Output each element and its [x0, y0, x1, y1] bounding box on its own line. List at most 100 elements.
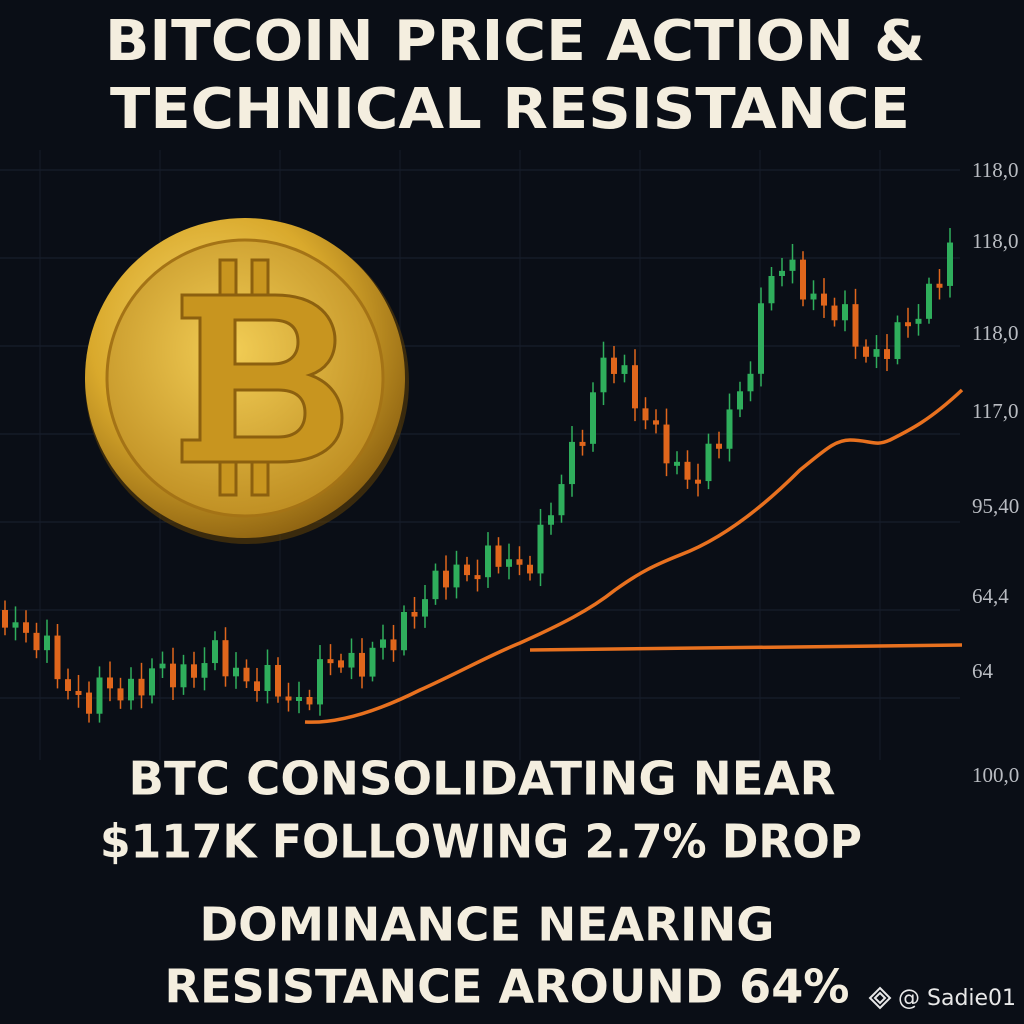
- candle-body: [65, 679, 71, 691]
- candle-body: [44, 635, 50, 651]
- candle-body: [726, 409, 733, 449]
- candle-body: [317, 659, 323, 705]
- candle-body: [926, 283, 932, 319]
- candle-body: [506, 559, 512, 567]
- candle-body: [915, 318, 922, 324]
- candle-body: [2, 610, 8, 628]
- candle-body: [380, 639, 386, 648]
- axis-label: 118,0: [972, 158, 1018, 182]
- candle-body: [180, 664, 187, 688]
- title-line: BITCOIN PRICE ACTION &: [105, 9, 925, 74]
- candle-body: [443, 570, 449, 588]
- candle-body: [149, 668, 155, 696]
- candle-body: [432, 570, 439, 600]
- candle-body: [117, 688, 124, 701]
- candle-body: [705, 443, 712, 482]
- candle-body: [548, 515, 554, 525]
- candle-body: [191, 664, 197, 678]
- candle-body: [495, 545, 502, 567]
- trend-line: [304, 388, 964, 724]
- candle-body: [852, 304, 859, 347]
- candle-body: [128, 678, 134, 701]
- candle-body: [653, 420, 659, 425]
- candle-body: [642, 408, 649, 421]
- candle-body: [527, 564, 533, 574]
- candle-body: [411, 611, 418, 617]
- candle-body: [674, 461, 680, 466]
- candle-body: [285, 696, 292, 701]
- axis-label: 95,40: [972, 494, 1019, 518]
- candle-body: [558, 484, 565, 516]
- headline-line: $117K FOLLOWING 2.7% DROP: [100, 815, 862, 869]
- candlesticks: [2, 228, 953, 723]
- candle-body: [464, 564, 470, 576]
- candle-body: [863, 346, 869, 357]
- candle-body: [936, 283, 943, 288]
- candle-body: [884, 349, 890, 359]
- candle-body: [747, 373, 754, 392]
- candle-body: [338, 660, 344, 668]
- candle-body: [264, 664, 271, 692]
- candle-body: [212, 640, 218, 664]
- candle-body: [23, 622, 29, 633]
- candle-body: [233, 667, 239, 677]
- candle-body: [716, 443, 722, 449]
- watermark: @ Sadie01: [898, 986, 1016, 1011]
- candle-body: [33, 632, 40, 651]
- candle-body: [222, 640, 229, 677]
- candle-body: [86, 692, 92, 714]
- subheadline-line: RESISTANCE AROUND 64%: [165, 960, 850, 1014]
- axis-label: 118,0: [972, 321, 1018, 345]
- candle-body: [296, 696, 302, 701]
- candle-body: [107, 677, 113, 689]
- candle-body: [905, 322, 911, 327]
- candle-body: [243, 667, 250, 682]
- headline-line: BTC CONSOLIDATING NEAR: [129, 752, 836, 806]
- candle-body: [453, 564, 460, 588]
- candle-body: [611, 357, 617, 374]
- axis-label: 117,0: [972, 399, 1018, 423]
- candle-body: [842, 304, 848, 321]
- candle-body: [894, 322, 901, 359]
- candle-body: [873, 349, 880, 357]
- candle-body: [170, 663, 176, 688]
- candle-body: [758, 303, 764, 374]
- candle-body: [569, 441, 575, 485]
- candle-body: [75, 690, 82, 695]
- candle-body: [821, 293, 827, 306]
- candle-body: [327, 659, 334, 664]
- candle-body: [684, 461, 691, 480]
- candle-body: [485, 545, 491, 578]
- candle-body: [159, 663, 166, 669]
- candle-body: [96, 677, 103, 714]
- candle-body: [695, 479, 701, 484]
- candle-body: [348, 652, 355, 668]
- candle-body: [275, 664, 281, 697]
- candle-body: [422, 599, 428, 617]
- candle-body: [590, 392, 596, 444]
- candle-body: [779, 270, 785, 276]
- candle-body: [947, 242, 953, 286]
- axis-label: 118,0: [972, 229, 1018, 253]
- candle-body: [621, 365, 628, 374]
- candle-body: [831, 305, 838, 321]
- candle-body: [401, 611, 407, 651]
- axis-label: 64: [972, 659, 994, 683]
- watermark-icon: [868, 986, 892, 1010]
- candle-body: [516, 559, 523, 565]
- candle-body: [474, 575, 481, 580]
- candle-body: [768, 275, 775, 304]
- subheadline-line: DOMINANCE NEARING: [200, 898, 775, 952]
- candle-body: [138, 678, 145, 696]
- resistance-line: [529, 643, 963, 652]
- axis-label: 64,4: [972, 584, 1009, 608]
- candle-body: [537, 524, 544, 574]
- candle-body: [663, 424, 670, 464]
- candle-body: [201, 663, 208, 678]
- candle-body: [632, 365, 638, 409]
- candle-body: [810, 293, 817, 300]
- bitcoin-coin: [85, 218, 409, 544]
- candle-body: [306, 696, 313, 705]
